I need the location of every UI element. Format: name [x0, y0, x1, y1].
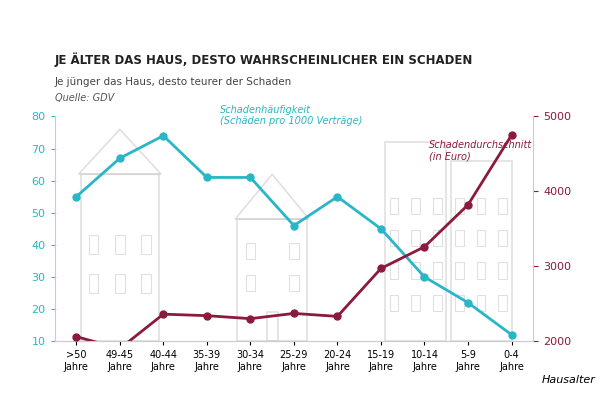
Bar — [238, 219, 307, 341]
Bar — [289, 243, 299, 259]
Bar — [411, 295, 420, 311]
Bar — [115, 274, 125, 293]
Bar — [390, 230, 398, 246]
Bar — [455, 198, 464, 214]
Bar — [81, 174, 159, 341]
Bar — [477, 295, 485, 311]
Bar — [89, 274, 99, 293]
Bar — [411, 198, 420, 214]
Bar — [455, 295, 464, 311]
Bar — [141, 235, 151, 255]
Bar — [499, 198, 507, 214]
Text: Quelle: GDV: Quelle: GDV — [55, 93, 114, 103]
Text: JE ÄLTER DAS HAUS, DESTO WAHRSCHEINLICHER EIN SCHADEN: JE ÄLTER DAS HAUS, DESTO WAHRSCHEINLICHE… — [55, 52, 473, 67]
Text: Schadenhäufigkeit
(Schäden pro 1000 Verträge): Schadenhäufigkeit (Schäden pro 1000 Vert… — [220, 104, 362, 126]
Bar — [499, 230, 507, 246]
Text: Je jünger das Haus, desto teurer der Schaden: Je jünger das Haus, desto teurer der Sch… — [55, 77, 292, 87]
Bar — [499, 295, 507, 311]
Bar — [245, 243, 255, 259]
Bar — [499, 262, 507, 279]
Bar — [433, 262, 442, 279]
Bar — [267, 312, 278, 341]
Bar — [390, 295, 398, 311]
Bar — [89, 235, 99, 255]
Bar — [477, 262, 485, 279]
Bar — [245, 275, 255, 291]
X-axis label: Hausalter: Hausalter — [542, 374, 596, 384]
Bar — [455, 262, 464, 279]
Bar — [477, 230, 485, 246]
Bar — [289, 275, 299, 291]
Bar — [477, 198, 485, 214]
Text: Schadendurchschnitt
(in Euro): Schadendurchschnitt (in Euro) — [429, 140, 532, 161]
Bar — [411, 262, 420, 279]
Bar — [141, 274, 151, 293]
Bar — [433, 295, 442, 311]
Bar — [451, 161, 511, 341]
Bar — [390, 262, 398, 279]
Bar — [455, 230, 464, 246]
Bar — [433, 198, 442, 214]
Bar — [385, 142, 446, 341]
Bar — [411, 230, 420, 246]
Bar — [433, 230, 442, 246]
Bar — [115, 235, 125, 255]
Bar — [390, 198, 398, 214]
